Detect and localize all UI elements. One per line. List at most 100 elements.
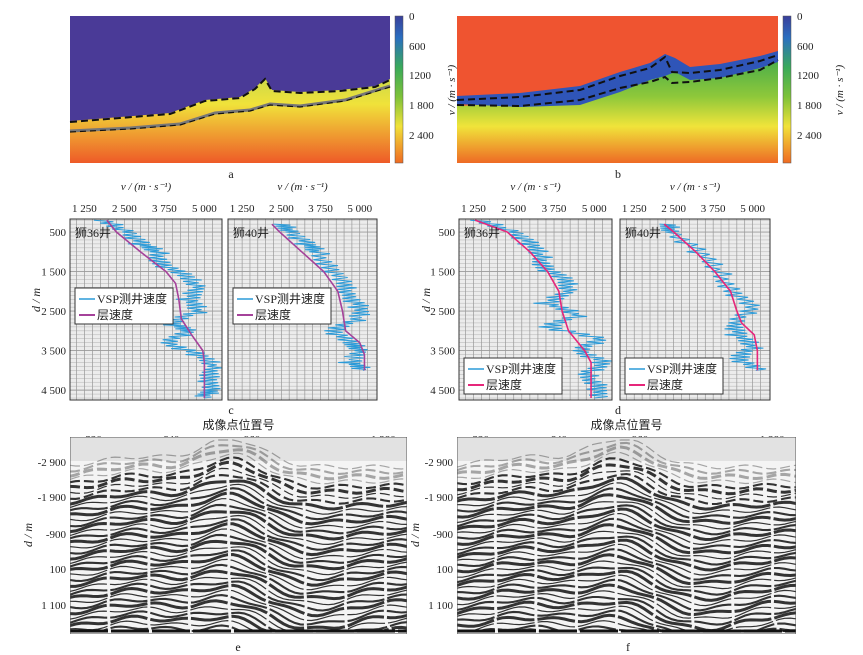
seismic-reflector — [457, 560, 796, 590]
seismic-reflector — [457, 470, 796, 500]
seismic-reflector — [457, 600, 796, 633]
y-axis-label: d / m — [29, 288, 43, 312]
colorbar-tick-label: 600 — [409, 41, 426, 53]
seismic-reflector — [457, 441, 796, 475]
seismic-reflector — [70, 583, 407, 618]
well-name: 狮40井 — [233, 226, 269, 240]
y-tick-label: -2 900 — [425, 457, 454, 469]
seismic-reflector — [70, 594, 407, 626]
x-tick-label: 1 250 — [461, 203, 486, 215]
x-tick-label: 1 250 — [72, 203, 97, 215]
x-tick-label: 5 000 — [347, 203, 372, 215]
y-tick-label: 3 500 — [430, 346, 455, 358]
seismic-reflector — [70, 576, 407, 606]
seismic-reflector — [457, 605, 796, 632]
x-tick-label: 2 500 — [661, 203, 686, 215]
seismic-reflector — [457, 501, 796, 530]
y-tick-label: -900 — [46, 529, 67, 541]
seismic-reflector — [70, 514, 407, 546]
legend-box — [74, 287, 174, 325]
colorbar-tick-label: 1 800 — [409, 100, 434, 112]
x-axis-label: v / (m · s⁻¹) — [510, 181, 561, 193]
panel-caption: e — [235, 640, 240, 654]
panel-caption: d — [615, 403, 621, 417]
seismic-reflector — [70, 491, 407, 526]
seismic-reflector — [70, 539, 407, 571]
colorbar-tick-label: 0 — [797, 11, 803, 23]
seismic-reflector — [457, 574, 796, 607]
seismic-reflector — [70, 483, 407, 515]
x-tick-label: 3 750 — [701, 203, 726, 215]
seismic-reflector — [457, 583, 796, 617]
legend-label: 层速度 — [255, 307, 291, 322]
legend-label: VSP测井速度 — [486, 361, 556, 376]
seismic-reflector — [70, 479, 407, 511]
seismic-reflector — [70, 563, 407, 595]
x-tick-label: 3 750 — [542, 203, 567, 215]
y-tick-label: 100 — [437, 564, 454, 576]
panel-caption: c — [228, 403, 233, 417]
seismic-reflector — [70, 487, 407, 521]
seismic-reflector — [70, 439, 407, 470]
colorbar-tick-label: 2 400 — [409, 130, 434, 142]
seismic-reflector — [70, 619, 407, 632]
y-tick-label: 2 500 — [430, 306, 455, 318]
colorbar-tick-label: 1200 — [409, 70, 432, 82]
x-tick-label: 5 000 — [582, 203, 607, 215]
y-axis-label: d / m — [419, 288, 433, 312]
vsp-velocity-line — [659, 223, 767, 371]
y-axis-label: d / m — [21, 523, 35, 547]
seismic-image — [70, 437, 407, 634]
y-tick-label: 1 500 — [41, 267, 66, 279]
seismic-reflector — [457, 566, 796, 596]
colorbar-tick-label: 600 — [797, 41, 814, 53]
well-name: 狮36井 — [464, 226, 500, 240]
seismic-reflector — [70, 522, 407, 557]
seismic-reflector — [457, 578, 796, 612]
seismic-reflector — [70, 558, 407, 591]
x-tick-label: 1 250 — [622, 203, 647, 215]
colorbar-tick-label: 0 — [409, 11, 415, 23]
seismic-top-band — [70, 437, 407, 461]
seismic-reflector — [457, 445, 796, 481]
seismic-reflector — [457, 538, 796, 572]
seismic-reflector — [457, 620, 796, 632]
colorbar-tick-label: 1200 — [797, 70, 820, 82]
legend-label: 层速度 — [97, 307, 133, 322]
y-tick-label: 3 500 — [41, 346, 66, 358]
x-tick-label: 3 750 — [152, 203, 177, 215]
seismic-reflector — [457, 595, 796, 626]
well-name: 狮40井 — [625, 226, 661, 240]
x-axis-label: v / (m · s⁻¹) — [121, 181, 172, 193]
y-tick-label: 500 — [50, 227, 67, 239]
x-tick-label: 3 750 — [308, 203, 333, 215]
seismic-reflector — [70, 448, 407, 481]
y-tick-label: 500 — [439, 227, 456, 239]
x-axis-label: v / (m · s⁻¹) — [277, 181, 328, 193]
seismic-reflector — [70, 599, 407, 630]
plot-border — [69, 218, 223, 401]
legend-box — [463, 357, 563, 395]
seismic-reflector — [457, 457, 796, 490]
seismic-reflector — [70, 474, 407, 505]
seismic-reflector — [457, 463, 796, 496]
seismic-reflector — [457, 476, 796, 511]
seismic-reflector — [457, 482, 796, 515]
seismic-reflector — [70, 498, 407, 529]
seismic-reflector — [70, 444, 407, 475]
legend-box — [232, 287, 332, 325]
seismic-reflector — [70, 552, 407, 587]
y-tick-label: -1 900 — [425, 492, 454, 504]
plot-border — [619, 218, 771, 401]
layer-velocity-line — [663, 223, 759, 371]
colorbar-label: v / (m · s⁻¹) — [834, 64, 846, 115]
legend-label: VSP测井速度 — [647, 361, 717, 376]
x-tick-label: 5 000 — [740, 203, 765, 215]
x-tick-label: 2 500 — [501, 203, 526, 215]
seismic-reflector — [457, 472, 796, 506]
x-tick-label: 2 500 — [112, 203, 137, 215]
